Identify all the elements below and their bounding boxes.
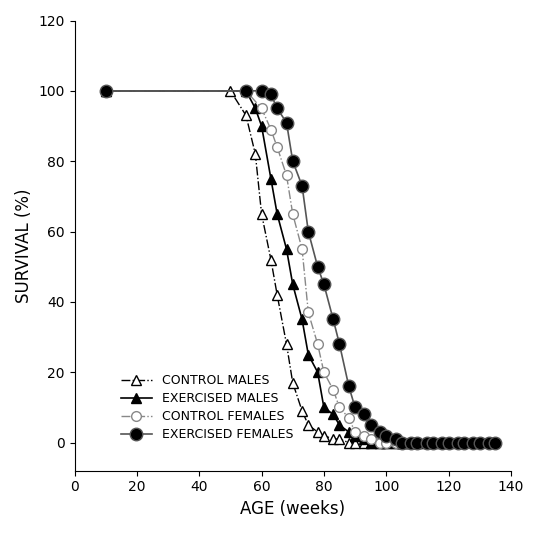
Legend: CONTROL MALES, EXERCISED MALES, CONTROL FEMALES, EXERCISED FEMALES: CONTROL MALES, EXERCISED MALES, CONTROL …: [116, 369, 299, 447]
Y-axis label: SURVIVAL (%): SURVIVAL (%): [15, 188, 33, 303]
X-axis label: AGE (weeks): AGE (weeks): [240, 500, 345, 518]
